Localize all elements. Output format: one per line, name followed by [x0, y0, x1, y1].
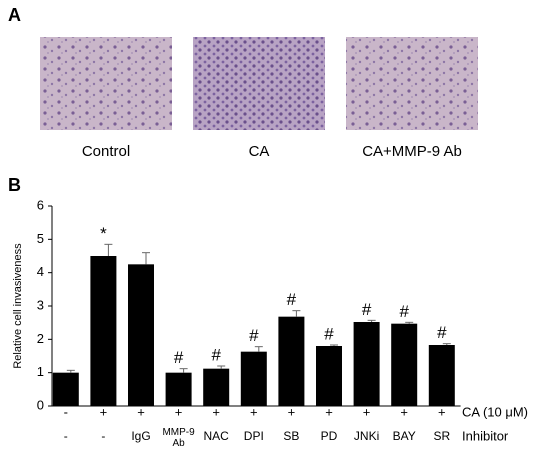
image-label: CA	[249, 143, 270, 160]
bar	[90, 256, 117, 406]
bar	[240, 351, 267, 406]
y-tick-label: 3	[37, 297, 44, 312]
significance-mark: #	[287, 290, 297, 309]
ca-row-label: +	[212, 404, 220, 419]
ca-row-label: +	[250, 404, 258, 419]
significance-mark: *	[100, 224, 107, 243]
x-tick-label: PD	[321, 429, 338, 443]
panel-label: A	[8, 5, 21, 25]
ca-row-label: +	[137, 404, 145, 419]
bar	[203, 368, 230, 406]
bar	[391, 323, 418, 406]
image-label: CA+MMP-9 Ab	[362, 143, 462, 160]
ca-row-label: +	[288, 404, 296, 419]
micrograph	[193, 37, 325, 130]
x-tick-label: SB	[283, 429, 299, 443]
bar	[278, 316, 305, 406]
bar	[353, 322, 380, 406]
ca-row-label: +	[100, 404, 108, 419]
x-tick-label: NAC	[204, 429, 230, 443]
significance-mark: #	[399, 302, 409, 321]
bar	[128, 264, 154, 406]
y-axis-label: Relative cell invasiveness	[12, 243, 24, 369]
bar	[428, 345, 455, 406]
row-label: Inhibitor	[462, 428, 509, 443]
x-tick-label: MMP-9 Ab	[162, 427, 195, 449]
x-tick-label: DPI	[244, 429, 264, 443]
ca-row-label: +	[400, 404, 408, 419]
micrograph	[40, 37, 172, 130]
x-tick-label: -	[101, 429, 105, 443]
y-tick-label: 5	[37, 231, 44, 246]
significance-mark: #	[211, 345, 221, 364]
panel-label: B	[8, 175, 21, 195]
bar	[316, 346, 342, 406]
ca-row-label: -	[64, 404, 68, 419]
ca-row-label: +	[438, 404, 446, 419]
x-tick-label: SR	[433, 429, 450, 443]
y-tick-label: 4	[37, 264, 44, 279]
significance-mark: #	[324, 324, 334, 343]
significance-mark: #	[249, 326, 259, 345]
significance-mark: #	[437, 323, 447, 342]
significance-mark: #	[174, 348, 184, 367]
x-tick-label: -	[64, 429, 68, 443]
micrograph	[346, 37, 478, 130]
image-label: Control	[82, 143, 130, 160]
x-tick-label: JNKi	[354, 429, 379, 443]
x-tick-label: IgG	[131, 429, 150, 443]
ca-row-label: +	[363, 404, 371, 419]
ca-row-label: +	[325, 404, 333, 419]
significance-mark: #	[362, 300, 372, 319]
y-tick-label: 6	[37, 197, 44, 212]
row-label: CA (10 μM)	[462, 404, 528, 419]
bar	[165, 372, 192, 406]
ca-row-label: +	[175, 404, 183, 419]
bar	[52, 372, 79, 406]
y-tick-label: 2	[37, 331, 44, 346]
y-tick-label: 0	[37, 397, 44, 412]
x-tick-label: BAY	[393, 429, 416, 443]
y-tick-label: 1	[37, 364, 44, 379]
